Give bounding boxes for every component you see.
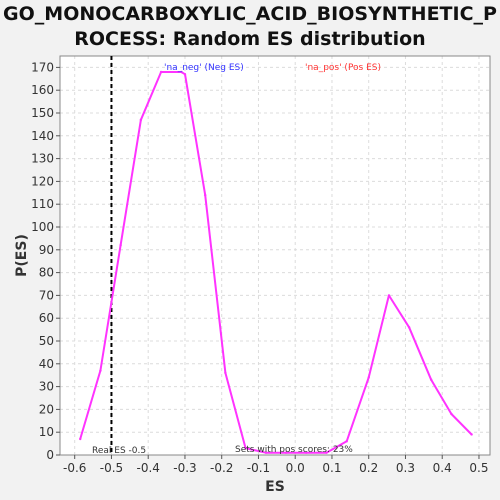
y-tick-label: 20 xyxy=(39,402,54,416)
x-tick-label: 0.5 xyxy=(469,461,488,475)
x-axis-title: ES xyxy=(265,479,285,495)
x-tick-label: 0.2 xyxy=(359,461,378,475)
pos-es-label: 'na_pos' (Pos ES) xyxy=(305,63,381,73)
plot-border xyxy=(59,55,491,456)
chart-title-line-2: ROCESS: Random ES distribution xyxy=(74,28,426,50)
y-tick-label: 80 xyxy=(39,266,54,280)
x-tick-label: -0.4 xyxy=(136,461,159,475)
data-point xyxy=(180,70,183,74)
data-point xyxy=(387,294,391,297)
y-tick-label: 170 xyxy=(31,60,54,74)
y-tick-label: 50 xyxy=(39,334,54,348)
data-point xyxy=(264,451,268,454)
data-point xyxy=(450,412,453,416)
data-point xyxy=(139,118,143,122)
data-point xyxy=(159,70,163,74)
x-tick-label: -0.2 xyxy=(210,461,233,475)
data-point xyxy=(203,193,207,197)
data-point xyxy=(429,378,433,381)
chart-title-line-1: GO_MONOCARBOXYLIC_ACID_BIOSYNTHETIC_P xyxy=(3,3,497,25)
x-tick-label: 0.4 xyxy=(433,461,452,475)
plot-area xyxy=(60,56,490,455)
y-tick-label: 30 xyxy=(39,380,54,394)
x-tick-label: 0.1 xyxy=(322,461,341,475)
y-tick-label: 100 xyxy=(31,220,54,234)
data-point xyxy=(305,451,308,454)
data-point xyxy=(367,376,370,379)
y-tick-label: 90 xyxy=(39,243,54,257)
data-point xyxy=(119,244,122,247)
data-point xyxy=(325,451,328,454)
chart-title: GO_MONOCARBOXYLIC_ACID_BIOSYNTHETIC_P RO… xyxy=(0,2,500,52)
data-point xyxy=(244,446,247,450)
x-tick-label: -0.1 xyxy=(247,461,270,475)
pos-scores-annotation: Sets with pos scores: 23% xyxy=(235,445,353,455)
x-tick-label: 0.3 xyxy=(396,461,415,475)
data-point xyxy=(183,73,187,76)
data-point xyxy=(79,437,82,441)
data-point xyxy=(224,371,227,375)
data-point xyxy=(99,369,102,372)
x-tick-label: -0.6 xyxy=(63,461,86,475)
y-axis-title: P(ES) xyxy=(14,234,30,277)
neg-es-label: 'na_neg' (Neg ES) xyxy=(164,63,244,73)
y-tick-label: 110 xyxy=(31,197,54,211)
y-tick-label: 130 xyxy=(31,152,54,166)
x-tick-label: -0.3 xyxy=(173,461,196,475)
x-tick-label: 0.0 xyxy=(286,461,305,475)
y-tick-label: 150 xyxy=(31,106,54,120)
y-tick-label: 10 xyxy=(39,425,54,439)
y-tick-label: 160 xyxy=(31,83,54,97)
y-tick-label: 0 xyxy=(46,448,54,462)
y-tick-label: 40 xyxy=(39,357,54,371)
data-point xyxy=(284,451,288,454)
y-tick-label: 70 xyxy=(39,288,54,302)
real-es-annotation: Real ES -0.5 xyxy=(92,446,146,456)
y-tick-label: 120 xyxy=(31,174,54,188)
x-tick-label: -0.5 xyxy=(100,461,123,475)
y-tick-label: 140 xyxy=(31,129,54,143)
data-point xyxy=(407,326,411,329)
data-point xyxy=(470,433,473,436)
y-tick-label: 60 xyxy=(39,311,54,325)
data-point xyxy=(345,440,348,443)
